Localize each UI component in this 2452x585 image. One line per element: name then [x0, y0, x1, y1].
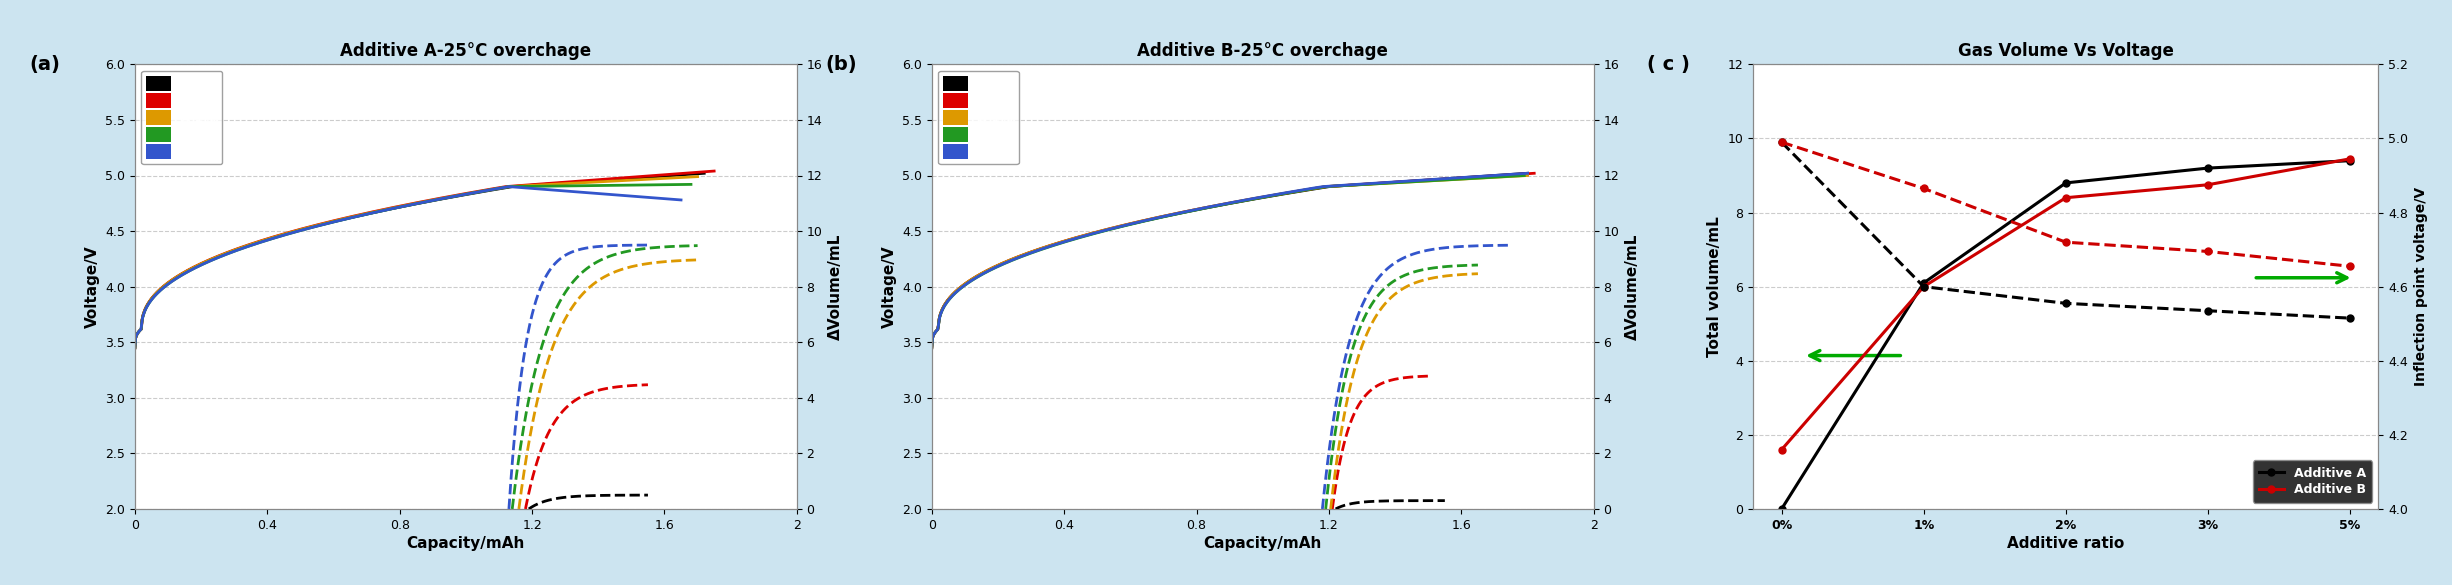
- Text: ( c ): ( c ): [1648, 56, 1689, 74]
- Legend: Additive A, Additive B: Additive A, Additive B: [2253, 460, 2371, 503]
- Legend: A-0%, A-1%, A-2%, A-3%, A-5%: A-0%, A-1%, A-2%, A-3%, A-5%: [142, 71, 223, 164]
- Y-axis label: Voltage/V: Voltage/V: [83, 245, 101, 328]
- Y-axis label: ΔVolume/mL: ΔVolume/mL: [1626, 233, 1640, 340]
- Text: (a): (a): [29, 56, 59, 74]
- Y-axis label: Total volume/mL: Total volume/mL: [1707, 216, 1721, 357]
- Y-axis label: Voltage/V: Voltage/V: [880, 245, 897, 328]
- X-axis label: Additive ratio: Additive ratio: [2008, 536, 2123, 551]
- Y-axis label: Inflection point voltage/V: Inflection point voltage/V: [2413, 187, 2427, 386]
- Legend: B-0%, B-1%, B-2%, B-3%, B-5%: B-0%, B-1%, B-2%, B-3%, B-5%: [939, 71, 1020, 164]
- Title: Gas Volume Vs Voltage: Gas Volume Vs Voltage: [1957, 42, 2175, 60]
- Title: Additive A-25°C overchage: Additive A-25°C overchage: [341, 42, 591, 60]
- Text: (b): (b): [826, 56, 858, 74]
- Title: Additive B-25°C overchage: Additive B-25°C overchage: [1138, 42, 1388, 60]
- Y-axis label: ΔVolume/mL: ΔVolume/mL: [829, 233, 843, 340]
- X-axis label: Capacity/mAh: Capacity/mAh: [1204, 536, 1322, 551]
- X-axis label: Capacity/mAh: Capacity/mAh: [407, 536, 525, 551]
